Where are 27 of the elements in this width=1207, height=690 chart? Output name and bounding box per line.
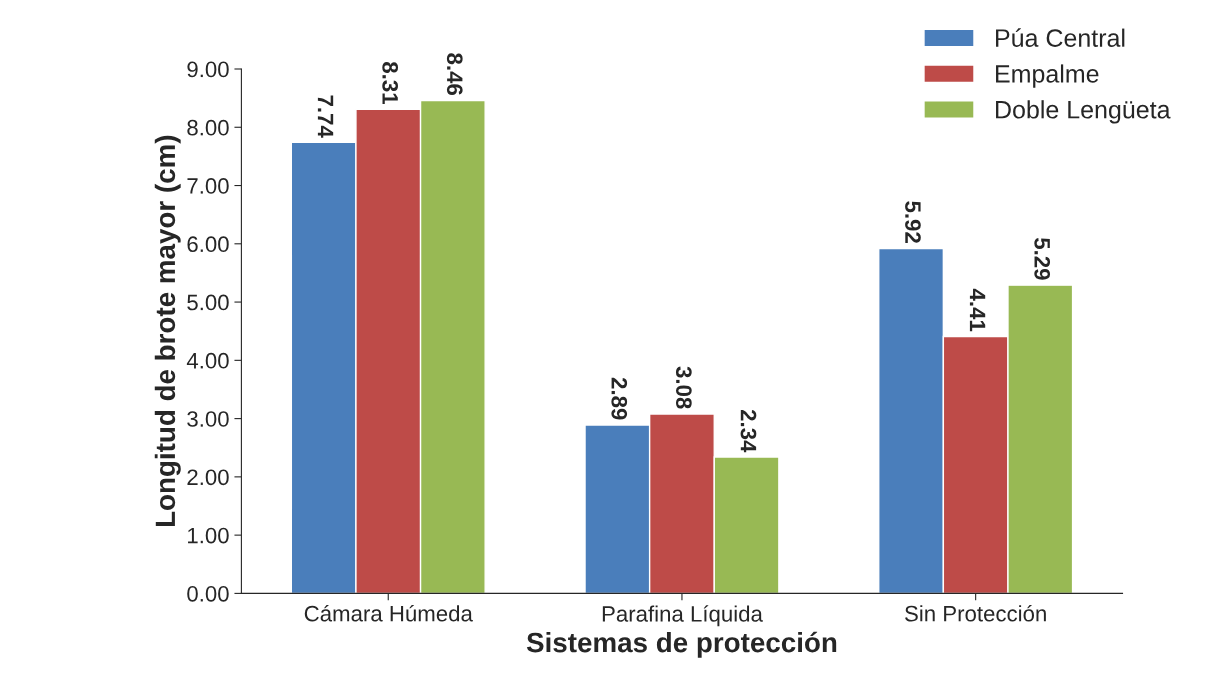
data-label: 8.46 <box>446 53 463 95</box>
data-label: 8.31 <box>382 62 399 104</box>
legend-label: Doble Lengüeta <box>996 100 1171 124</box>
data-label: 2.89 <box>611 377 628 420</box>
y-tick-label: 1.00 <box>188 527 229 544</box>
x-tick-label: Sin Protección <box>905 604 1046 622</box>
y-axis-title: Longitud de brote mayor (cm) <box>154 135 181 527</box>
data-label: 4.41 <box>969 288 986 332</box>
y-tick-label: 7.00 <box>187 178 229 194</box>
y-tick-label: 9.00 <box>187 61 229 78</box>
x-tick-label: Cámara Húmeda <box>304 604 473 622</box>
x-tick-label: Parafina Líquida <box>602 605 763 627</box>
data-label: 3.08 <box>675 366 692 409</box>
legend-label: Púa Central <box>996 28 1125 47</box>
y-tick-label: 5.00 <box>187 294 229 311</box>
y-tick-label: 6.00 <box>187 236 229 253</box>
y-tick-label: 2.00 <box>187 469 229 486</box>
y-tick-label: 0.00 <box>187 585 229 602</box>
x-axis-title: Sistemas de protección <box>526 631 837 658</box>
data-label: 2.34 <box>740 409 757 453</box>
data-label: 7.74 <box>317 95 334 138</box>
y-tick-label: 8.00 <box>187 119 229 136</box>
y-tick-label: 4.00 <box>186 352 229 369</box>
data-label: 5.92 <box>905 201 921 243</box>
data-label: 5.29 <box>1034 237 1051 280</box>
legend-label: Empalme <box>996 64 1099 88</box>
y-tick-label: 3.00 <box>187 411 229 427</box>
